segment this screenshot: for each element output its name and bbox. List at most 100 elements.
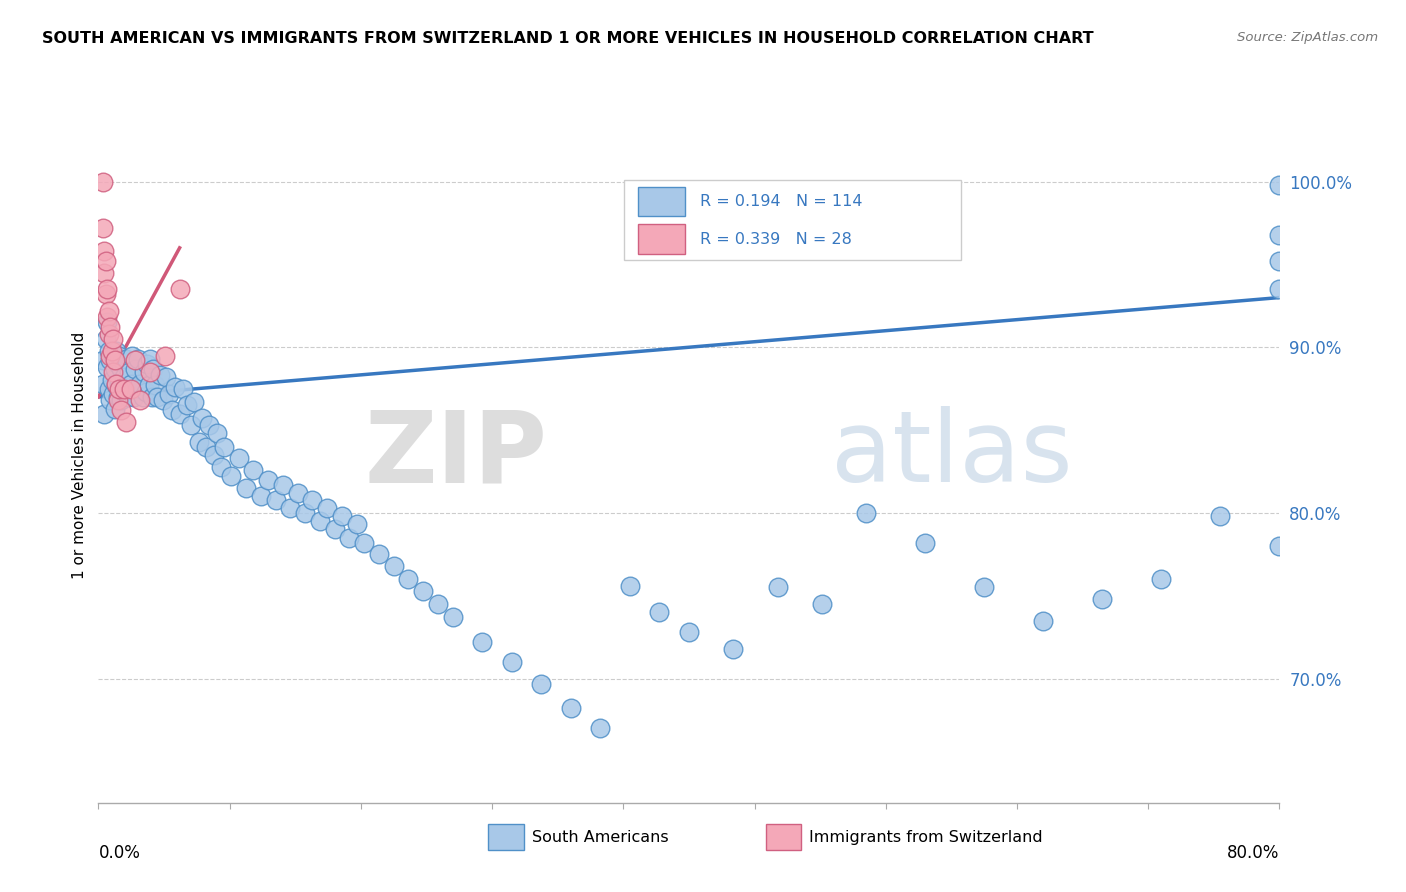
Point (124, 353, 146, 368)
Point (1032, 614, 1054, 628)
Point (157, 386, 180, 401)
Point (172, 382, 194, 396)
Point (183, 395, 205, 409)
Point (104, 353, 127, 368)
Point (471, 635, 494, 649)
Point (1091, 592, 1114, 607)
Text: R = 0.194   N = 114: R = 0.194 N = 114 (700, 194, 862, 209)
Point (115, 415, 138, 429)
Point (139, 365, 162, 379)
Point (973, 581, 995, 595)
Y-axis label: 1 or more Vehicles in Household: 1 or more Vehicles in Household (72, 331, 87, 579)
Point (91, 221, 114, 235)
Point (112, 382, 135, 396)
Point (97, 382, 120, 396)
Point (142, 361, 165, 376)
Point (368, 547, 391, 561)
Point (128, 393, 150, 408)
Text: SOUTH AMERICAN VS IMMIGRANTS FROM SWITZERLAND 1 OR MORE VEHICLES IN HOUSEHOLD CO: SOUTH AMERICAN VS IMMIGRANTS FROM SWITZE… (42, 31, 1094, 46)
Point (589, 721, 612, 735)
Point (278, 500, 302, 515)
Point (97, 303, 120, 318)
Point (149, 368, 172, 383)
Point (97, 326, 120, 341)
Point (108, 349, 131, 363)
Point (501, 655, 523, 669)
Point (127, 351, 149, 366)
Point (810, 597, 832, 611)
Point (678, 625, 700, 640)
Point (209, 459, 232, 474)
Point (98, 353, 121, 368)
Point (165, 380, 187, 394)
Point (530, 676, 553, 690)
Point (257, 473, 280, 487)
Point (138, 378, 160, 392)
Point (108, 382, 131, 396)
Point (120, 376, 142, 391)
Point (107, 390, 129, 404)
Point (721, 641, 744, 656)
Point (187, 434, 209, 449)
Point (180, 418, 202, 433)
Point (115, 351, 138, 366)
Point (202, 448, 225, 462)
Point (103, 349, 125, 363)
Point (104, 361, 127, 376)
Point (191, 411, 214, 425)
Point (107, 357, 129, 371)
Point (176, 398, 198, 412)
Point (330, 509, 353, 524)
Point (153, 349, 176, 363)
Point (264, 492, 287, 507)
Point (271, 477, 294, 491)
Point (1268, 178, 1291, 192)
Point (91, 353, 114, 368)
Point (132, 390, 155, 404)
Point (121, 349, 143, 363)
Text: atlas: atlas (831, 407, 1073, 503)
Point (309, 514, 332, 528)
Point (94, 287, 117, 301)
Point (1268, 254, 1291, 268)
Point (110, 393, 132, 408)
Point (98, 320, 121, 334)
Point (162, 403, 183, 417)
Point (382, 558, 405, 573)
Point (205, 426, 228, 441)
Point (122, 390, 145, 404)
Point (100, 343, 122, 358)
Point (96, 315, 118, 329)
Point (111, 382, 134, 396)
Point (93, 407, 115, 421)
Point (1268, 282, 1291, 296)
Point (108, 376, 131, 391)
Point (560, 701, 582, 715)
Point (212, 440, 235, 454)
Point (146, 390, 169, 404)
Point (105, 376, 128, 391)
Point (1268, 227, 1291, 242)
Point (316, 500, 339, 515)
Point (169, 282, 191, 296)
Point (294, 506, 316, 520)
Point (96, 360, 118, 375)
Point (914, 535, 936, 549)
Point (427, 597, 450, 611)
Point (97, 343, 120, 358)
Point (346, 517, 368, 532)
Bar (488, 823, 523, 850)
Point (619, 579, 641, 593)
Point (155, 370, 177, 384)
Text: Source: ZipAtlas.com: Source: ZipAtlas.com (1237, 31, 1378, 45)
Point (112, 370, 135, 384)
Point (855, 506, 877, 520)
Point (114, 382, 136, 396)
Point (104, 401, 127, 416)
Point (103, 365, 125, 379)
Point (91, 376, 114, 391)
Point (396, 572, 419, 586)
Text: Immigrants from Switzerland: Immigrants from Switzerland (810, 830, 1043, 845)
Bar (638, 225, 685, 253)
Point (103, 332, 125, 346)
